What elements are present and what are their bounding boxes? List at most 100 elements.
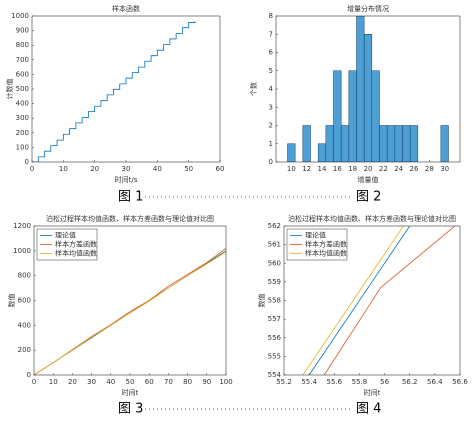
y-tick-label: 1 bbox=[269, 140, 273, 148]
x-tick-label: 30 bbox=[87, 378, 96, 386]
x-tick-label: 90 bbox=[202, 378, 211, 386]
bar bbox=[409, 125, 419, 162]
x-tick-label: 56.2 bbox=[402, 378, 418, 386]
y-tick-label: 3 bbox=[269, 103, 273, 111]
y-tick-label: 5 bbox=[269, 67, 273, 75]
y-tick-label: 562 bbox=[268, 222, 281, 230]
x-tick-label: 56.6 bbox=[452, 378, 468, 386]
x-axis-label: 增量值 bbox=[358, 175, 379, 184]
x-tick-label: 55.6 bbox=[326, 378, 342, 386]
x-tick-label: 70 bbox=[164, 378, 173, 386]
y-tick-label: 558 bbox=[268, 297, 281, 305]
bar bbox=[371, 70, 380, 162]
x-tick-label: 0 bbox=[30, 165, 34, 173]
y-tick-label: 0 bbox=[27, 371, 31, 379]
line bbox=[34, 251, 226, 375]
y-tick-label: 0 bbox=[25, 158, 29, 166]
axes-frame bbox=[31, 15, 221, 163]
legend-label: 样本方差函数 bbox=[55, 240, 97, 249]
y-tick-label: 500 bbox=[16, 85, 29, 93]
x-tick-label: 28 bbox=[425, 165, 434, 173]
bar bbox=[386, 125, 396, 162]
y-tick-label: 1000 bbox=[13, 247, 31, 255]
y-tick-label: 554 bbox=[268, 371, 282, 379]
x-tick-label: 30 bbox=[440, 165, 449, 173]
x-tick-label: 18 bbox=[348, 165, 357, 173]
y-tick-label: 1000 bbox=[11, 12, 29, 20]
x-tick-label: 60 bbox=[145, 378, 154, 386]
y-tick-label: 560 bbox=[268, 259, 281, 267]
x-tick-label: 56 bbox=[380, 378, 389, 386]
line bbox=[308, 226, 411, 375]
x-tick-label: 22 bbox=[379, 165, 388, 173]
bar bbox=[379, 125, 388, 162]
x-tick-label: 14 bbox=[318, 165, 327, 173]
line bbox=[323, 226, 456, 375]
x-tick-label: 40 bbox=[153, 165, 162, 173]
y-tick-label: 100 bbox=[16, 143, 29, 151]
x-tick-label: 16 bbox=[333, 165, 342, 173]
legend-label: 理论值 bbox=[305, 231, 326, 240]
plot-content bbox=[34, 248, 226, 375]
caption: 图 1 bbox=[118, 190, 143, 205]
x-tick-label: 24 bbox=[394, 165, 403, 173]
x-tick-label: 55.2 bbox=[276, 378, 292, 386]
x-axis-label: 时间t bbox=[122, 388, 139, 397]
bar bbox=[333, 70, 342, 162]
bar bbox=[356, 16, 365, 162]
chart-title: 样本函数 bbox=[112, 4, 140, 13]
y-tick-label: 7 bbox=[269, 30, 273, 38]
x-tick-label: 10 bbox=[287, 165, 296, 173]
y-tick-label: 4 bbox=[269, 85, 274, 93]
x-axis-label: 时间t bbox=[364, 388, 381, 397]
x-tick-label: 0 bbox=[32, 378, 36, 386]
chart-title: 泊松过程样本均值函数、样本方差函数与理论值对比图 bbox=[46, 214, 214, 223]
x-axis-label: 时间t/s bbox=[115, 175, 138, 184]
y-tick-label: 0 bbox=[269, 158, 273, 166]
x-tick-label: 12 bbox=[302, 165, 311, 173]
bar bbox=[394, 125, 403, 162]
x-tick-label: 10 bbox=[49, 378, 58, 386]
y-tick-label: 900 bbox=[16, 27, 29, 35]
x-tick-label: 80 bbox=[183, 378, 192, 386]
step-line bbox=[32, 21, 196, 162]
line bbox=[302, 226, 404, 375]
x-tick-label: 30 bbox=[122, 165, 131, 173]
x-tick-label: 55.4 bbox=[301, 378, 317, 386]
y-tick-label: 556 bbox=[268, 334, 282, 342]
bar bbox=[325, 125, 334, 162]
bar bbox=[402, 125, 411, 162]
legend-label: 样本方差函数 bbox=[305, 240, 347, 249]
y-tick-label: 555 bbox=[268, 352, 281, 360]
caption: 图 4 bbox=[356, 402, 381, 417]
bar bbox=[302, 125, 311, 162]
x-tick-label: 20 bbox=[68, 378, 77, 386]
y-tick-label: 561 bbox=[268, 241, 281, 249]
caption: 图 3 bbox=[118, 402, 143, 417]
bar bbox=[317, 143, 327, 162]
y-axis-label: 计数值 bbox=[5, 79, 14, 100]
y-tick-label: 400 bbox=[16, 100, 29, 108]
y-tick-label: 559 bbox=[268, 278, 281, 286]
axes-frame bbox=[33, 225, 227, 376]
plot-content bbox=[287, 16, 449, 162]
legend-label: 样本均值函数 bbox=[305, 249, 347, 258]
y-tick-label: 2 bbox=[269, 122, 273, 130]
x-tick-label: 60 bbox=[216, 165, 225, 173]
y-tick-label: 6 bbox=[269, 49, 274, 57]
y-axis-label: 个数 bbox=[249, 82, 258, 96]
x-tick-label: 50 bbox=[126, 378, 135, 386]
y-tick-label: 1200 bbox=[13, 222, 31, 230]
y-tick-label: 8 bbox=[269, 12, 273, 20]
x-tick-label: 20 bbox=[364, 165, 373, 173]
y-tick-label: 800 bbox=[18, 272, 31, 280]
x-tick-label: 20 bbox=[90, 165, 99, 173]
bar bbox=[348, 70, 357, 162]
y-axis-label: 数值 bbox=[257, 294, 266, 308]
legend-label: 样本均值函数 bbox=[55, 249, 97, 258]
x-tick-label: 56.4 bbox=[427, 378, 443, 386]
bar bbox=[440, 125, 449, 162]
x-tick-label: 55.8 bbox=[352, 378, 368, 386]
x-tick-label: 50 bbox=[184, 165, 193, 173]
